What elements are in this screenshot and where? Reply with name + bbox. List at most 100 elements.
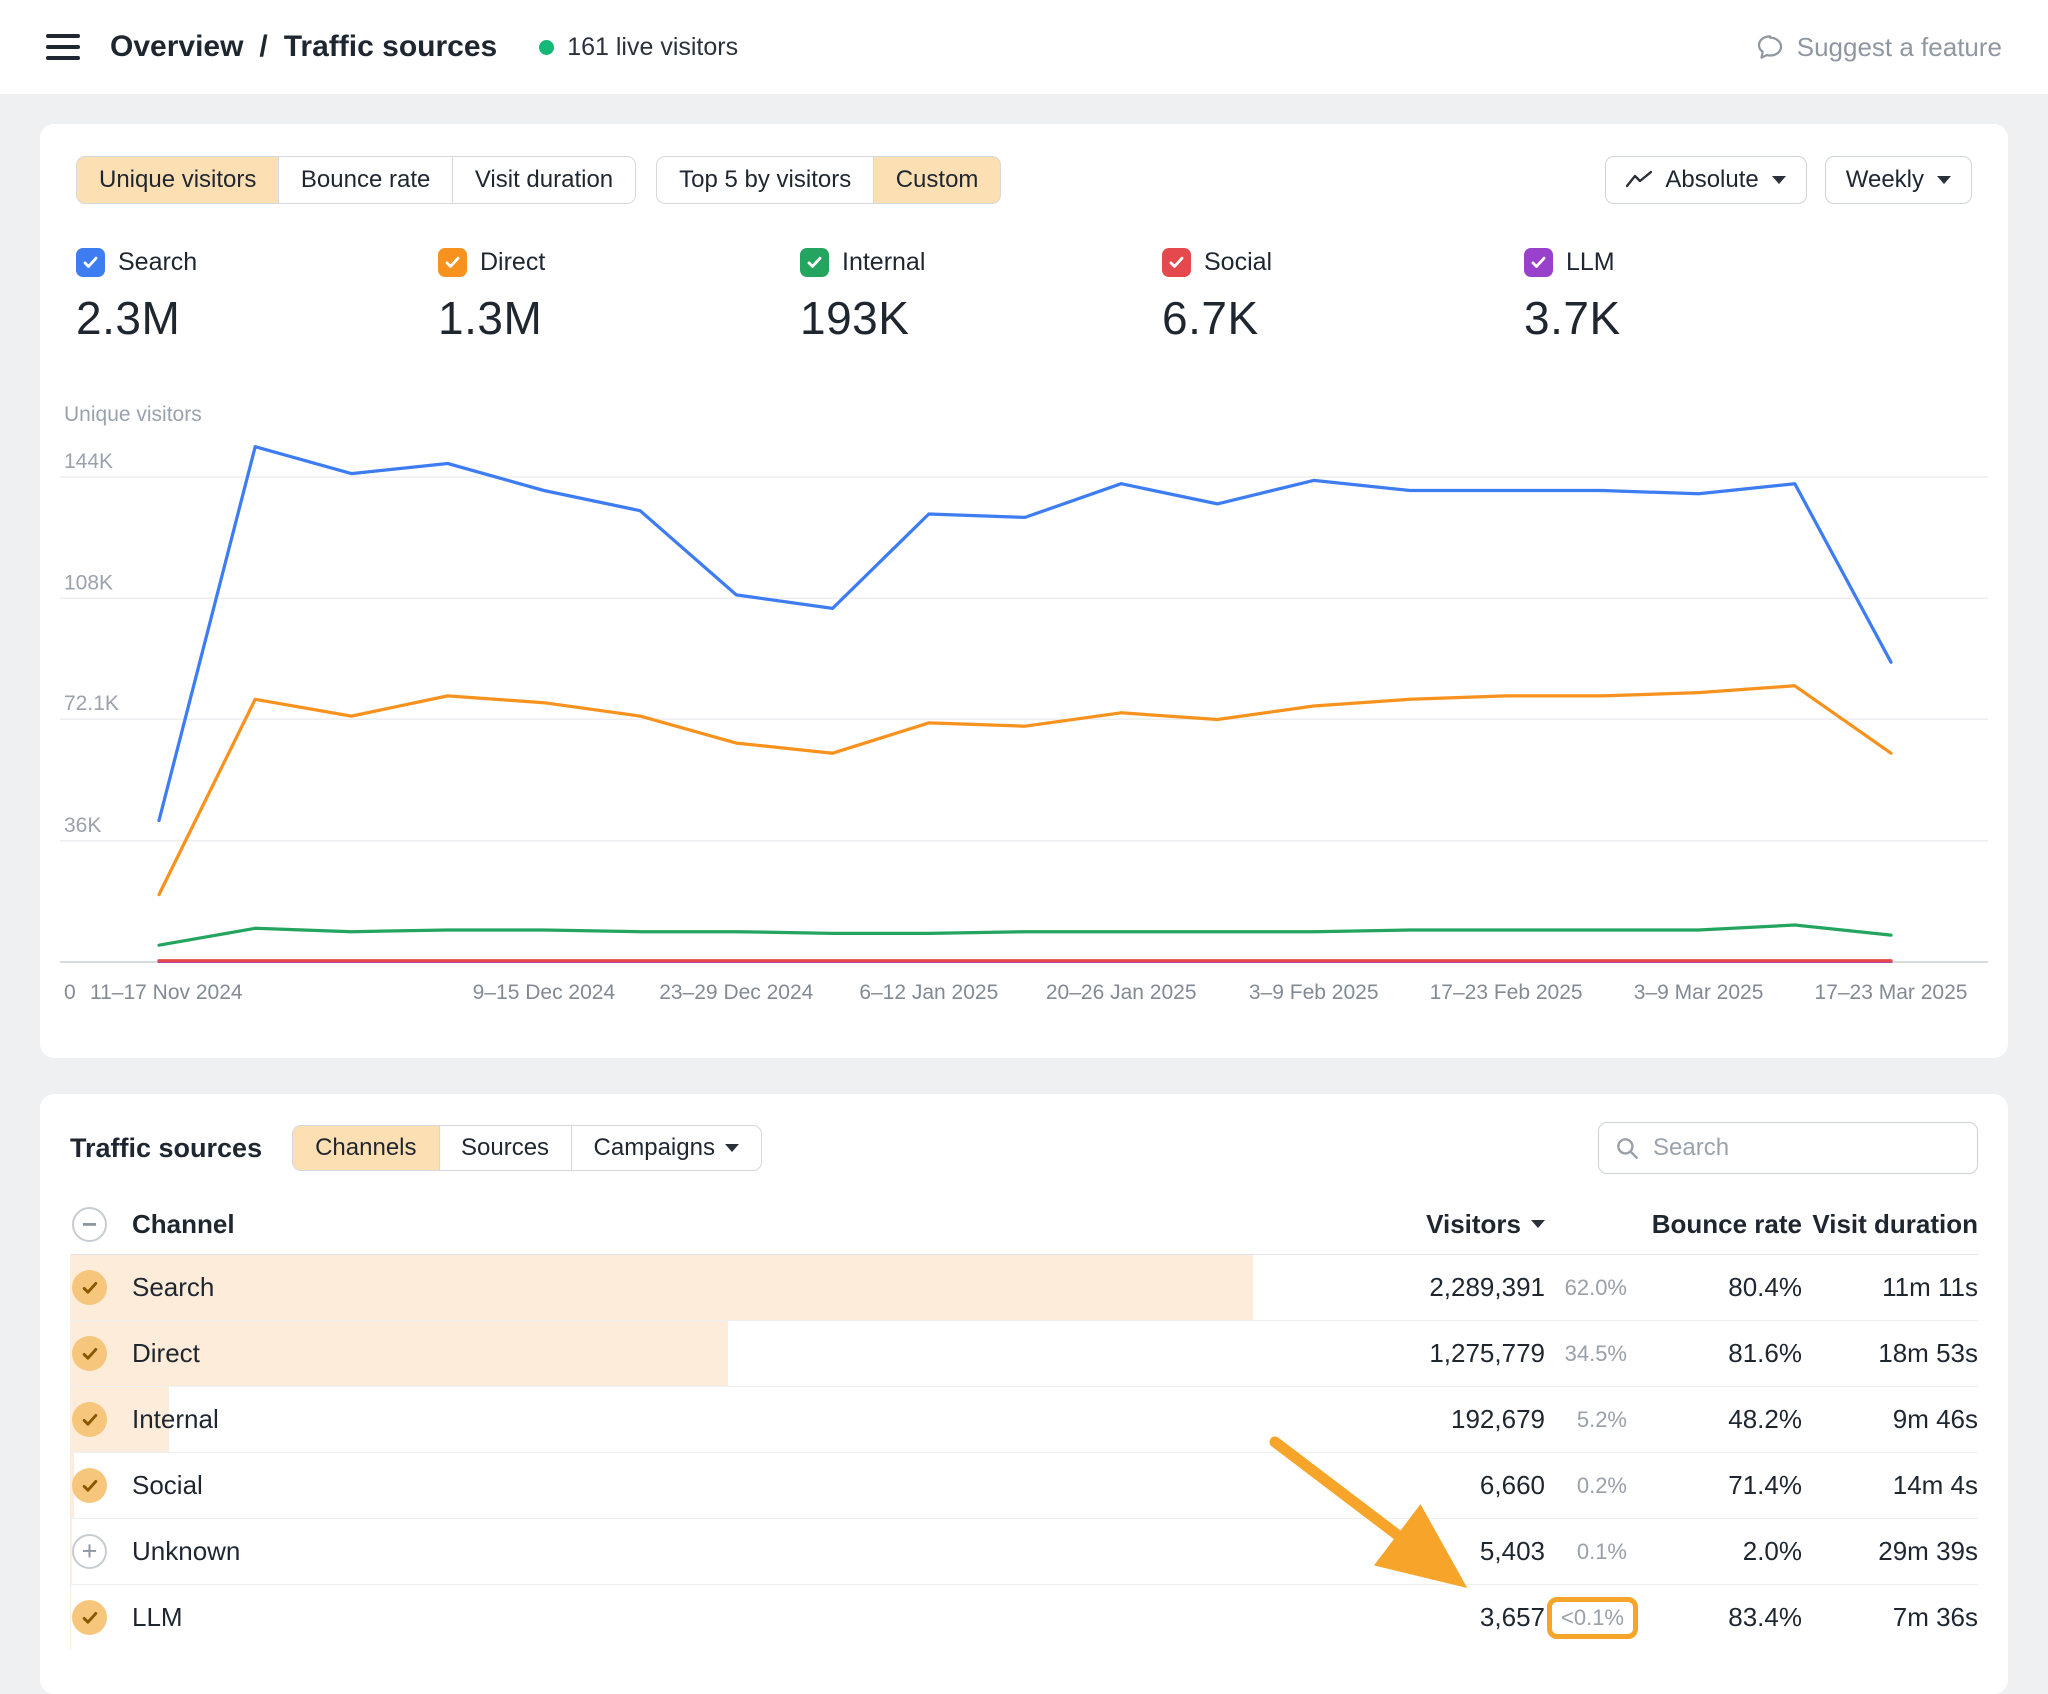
visit-duration: 11m 11s: [1882, 1272, 1978, 1302]
bounce-rate: 81.6%: [1728, 1338, 1802, 1368]
bounce-rate: 2.0%: [1742, 1536, 1802, 1566]
table-row[interactable]: Direct 1,275,779 34.5% 81.6% 18m 53s: [70, 1321, 1978, 1387]
column-visit-duration[interactable]: Visit duration: [1812, 1208, 1978, 1239]
chevron-down-icon: [724, 1144, 739, 1152]
legend-value: 6.7K: [1162, 292, 1259, 344]
visitors-share: 62.0%: [1545, 1275, 1627, 1301]
table-body: Search 2,289,391 62.0% 80.4% 11m 11s Dir…: [70, 1255, 1978, 1650]
row-state-icon[interactable]: [72, 1336, 107, 1371]
suggest-feature-button[interactable]: Suggest a feature: [1755, 32, 2002, 63]
legend-item-social[interactable]: Social 6.7K: [1162, 248, 1524, 345]
tab-sources[interactable]: Sources: [438, 1125, 573, 1171]
row-state-icon[interactable]: +: [72, 1534, 107, 1569]
breadcrumb: Overview / Traffic sources: [110, 30, 497, 64]
tab-top5-by-visitors[interactable]: Top 5 by visitors: [656, 156, 875, 204]
weekly-label: Weekly: [1845, 166, 1924, 193]
visitors-count: 3,657: [1479, 1602, 1545, 1632]
check-icon: [82, 1413, 97, 1426]
share-value: <0.1%: [1547, 1596, 1638, 1639]
tab-campaigns[interactable]: Campaigns: [570, 1125, 762, 1171]
share-bar: [70, 1255, 1253, 1320]
visit-duration: 18m 53s: [1878, 1338, 1978, 1368]
svg-text:11–17 Nov 2024: 11–17 Nov 2024: [90, 981, 243, 1004]
column-bounce-rate[interactable]: Bounce rate: [1651, 1208, 1802, 1239]
share-value: 0.1%: [1576, 1538, 1627, 1564]
direct-checkbox[interactable]: [438, 248, 467, 277]
series-line-internal: [157, 923, 1893, 947]
svg-text:3–9 Mar 2025: 3–9 Mar 2025: [1634, 981, 1764, 1004]
tab-custom[interactable]: Custom: [872, 156, 1002, 204]
visitors-count: 5,403: [1479, 1536, 1545, 1566]
weekly-dropdown[interactable]: Weekly: [1824, 156, 1972, 204]
svg-text:Unique visitors: Unique visitors: [64, 403, 202, 426]
check-icon: [82, 1611, 97, 1624]
tab-unique-visitors[interactable]: Unique visitors: [76, 156, 280, 204]
svg-text:108K: 108K: [64, 571, 113, 594]
live-dot-icon: [539, 39, 555, 55]
channel-name: Internal: [132, 1404, 219, 1434]
visit-duration: 29m 39s: [1878, 1536, 1978, 1566]
svg-text:23–29 Dec 2024: 23–29 Dec 2024: [659, 981, 813, 1004]
row-state-icon[interactable]: [72, 1468, 107, 1503]
share-bar: [70, 1519, 72, 1584]
check-icon: [1531, 256, 1546, 268]
breadcrumb-overview[interactable]: Overview: [110, 30, 244, 63]
search-checkbox[interactable]: [76, 248, 105, 277]
legend-item-llm[interactable]: LLM 3.7K: [1524, 248, 1886, 345]
table-header: − Channel Visitors Bounce rate Visit dur…: [70, 1194, 1978, 1255]
legend-item-direct[interactable]: Direct 1.3M: [438, 248, 800, 345]
visitors-count: 192,679: [1451, 1404, 1545, 1434]
menu-icon[interactable]: [46, 34, 80, 60]
visitors-share: 0.1%: [1545, 1539, 1627, 1565]
share-value: 5.2%: [1576, 1406, 1627, 1432]
table-row[interactable]: Search 2,289,391 62.0% 80.4% 11m 11s: [70, 1255, 1978, 1321]
share-bar: [70, 1585, 71, 1650]
sort-desc-icon: [1531, 1220, 1545, 1228]
traffic-sources-card: Traffic sources Channels Sources Campaig…: [40, 1094, 2008, 1694]
check-icon: [83, 256, 98, 268]
visit-duration: 9m 46s: [1892, 1404, 1978, 1434]
legend-label: LLM: [1566, 248, 1615, 276]
table-title: Traffic sources: [70, 1132, 263, 1163]
svg-text:17–23 Mar 2025: 17–23 Mar 2025: [1815, 981, 1968, 1004]
legend-item-internal[interactable]: Internal 193K: [800, 248, 1162, 345]
channel-name: Direct: [132, 1338, 200, 1368]
legend-label: Social: [1204, 248, 1273, 276]
search-icon: [1617, 1138, 1638, 1159]
series-line-direct: [157, 684, 1893, 897]
collapse-all-icon[interactable]: −: [72, 1206, 107, 1242]
absolute-label: Absolute: [1665, 166, 1759, 193]
tab-bounce-rate[interactable]: Bounce rate: [277, 156, 454, 204]
row-state-icon[interactable]: [72, 1270, 107, 1305]
internal-checkbox[interactable]: [800, 248, 829, 277]
absolute-dropdown[interactable]: Absolute: [1605, 156, 1807, 204]
legend-label: Direct: [480, 248, 546, 276]
legend-item-search[interactable]: Search 2.3M: [76, 248, 438, 345]
visit-duration: 7m 36s: [1892, 1602, 1978, 1632]
table-row[interactable]: Internal 192,679 5.2% 48.2% 9m 46s: [70, 1387, 1978, 1453]
search-input[interactable]: [1598, 1122, 1978, 1174]
svg-text:9–15 Dec 2024: 9–15 Dec 2024: [473, 981, 616, 1004]
share-value: 34.5%: [1564, 1340, 1627, 1366]
bounce-rate: 83.4%: [1728, 1602, 1802, 1632]
tab-visit-duration[interactable]: Visit duration: [451, 156, 637, 204]
table-row[interactable]: Social 6,660 0.2% 71.4% 14m 4s: [70, 1453, 1978, 1519]
check-icon: [807, 256, 822, 268]
legend-label: Internal: [842, 248, 926, 276]
tab-channels[interactable]: Channels: [292, 1125, 440, 1171]
table-row[interactable]: + Unknown 5,403 0.1% 2.0% 29m 39s: [70, 1519, 1978, 1585]
column-visitors-sort[interactable]: Visitors: [1130, 1209, 1545, 1240]
visitors-share: 5.2%: [1545, 1407, 1627, 1433]
legend-value: 1.3M: [438, 292, 543, 344]
visitors-count: 1,275,779: [1429, 1338, 1545, 1368]
campaigns-label: Campaigns: [593, 1134, 715, 1161]
llm-checkbox[interactable]: [1524, 248, 1553, 277]
row-state-icon[interactable]: [72, 1600, 107, 1635]
chat-bubble-icon: [1757, 35, 1782, 59]
svg-text:144K: 144K: [64, 450, 113, 473]
bounce-rate: 80.4%: [1728, 1272, 1802, 1302]
channel-name: Search: [132, 1272, 215, 1302]
social-checkbox[interactable]: [1162, 248, 1191, 277]
row-state-icon[interactable]: [72, 1402, 107, 1437]
table-row[interactable]: LLM 3,657 <0.1% 83.4% 7m 36s: [70, 1585, 1978, 1650]
